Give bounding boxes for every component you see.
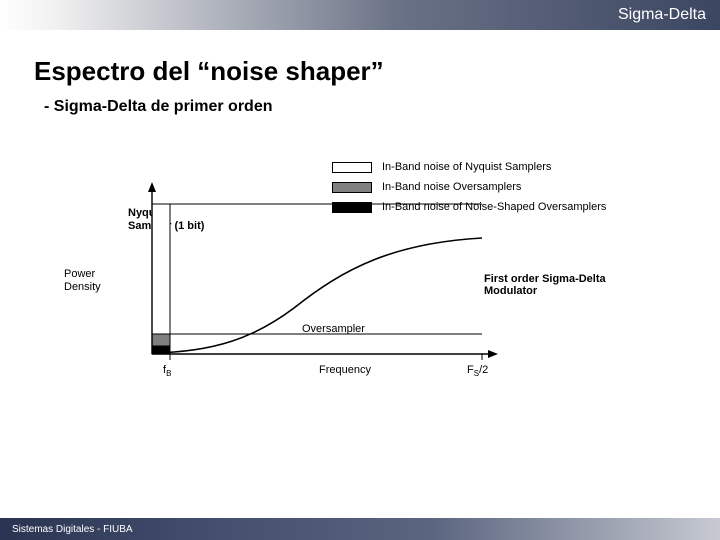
footer-text: Sistemas Digitales - FIUBA: [12, 524, 133, 535]
nyquist-bar: [152, 204, 170, 354]
slide: Sigma-Delta Espectro del “noise shaper” …: [0, 0, 720, 540]
header-bar: Sigma-Delta: [0, 0, 720, 30]
sigmadelta-curve: [152, 238, 482, 353]
header-title: Sigma-Delta: [618, 6, 706, 24]
noise-shaper-figure: In-Band noise of Nyquist Samplers In-Ban…: [64, 158, 654, 398]
y-arrow-icon: [148, 182, 156, 192]
slide-title: Espectro del “noise shaper”: [34, 56, 384, 87]
slide-subtitle: - Sigma-Delta de primer orden: [44, 98, 273, 116]
footer-bar: Sistemas Digitales - FIUBA: [0, 518, 720, 540]
chart-svg: [64, 158, 654, 398]
x-arrow-icon: [488, 350, 498, 358]
